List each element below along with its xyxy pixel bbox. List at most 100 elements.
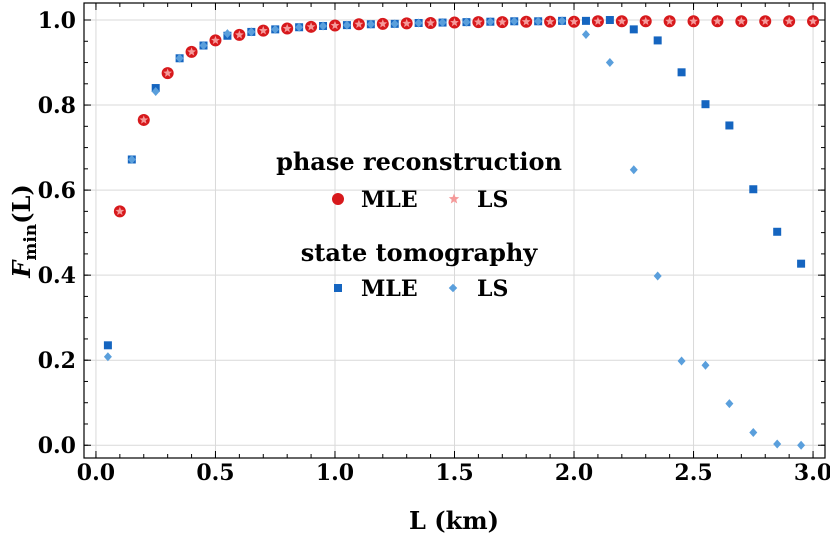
state-ls-point bbox=[486, 17, 495, 27]
phase-ls-point bbox=[282, 23, 292, 33]
state-mle-point bbox=[581, 16, 590, 25]
phase-ls-point bbox=[521, 17, 531, 26]
state-ls-point bbox=[223, 29, 232, 39]
phase-ls-point bbox=[545, 17, 555, 26]
legend-group-title-state: state tomography bbox=[301, 238, 539, 267]
phase-ls-point bbox=[378, 19, 388, 28]
legend: phase reconstruction MLE LS state tomogr… bbox=[276, 147, 562, 302]
legend-marker-state-mle bbox=[334, 284, 342, 292]
state-ls-point bbox=[462, 17, 471, 27]
phase-ls-point bbox=[426, 18, 435, 27]
state-ls-point bbox=[653, 271, 662, 281]
phase-ls-point bbox=[163, 68, 173, 77]
y-tick-label: 0.2 bbox=[38, 348, 76, 374]
phase-ls-point bbox=[450, 17, 459, 27]
state-mle-point bbox=[797, 259, 806, 268]
state-ls-point bbox=[390, 19, 399, 29]
y-tick-label: 0.8 bbox=[38, 93, 76, 119]
state-ls-point bbox=[414, 18, 423, 28]
x-axis-title: L (km) bbox=[409, 506, 499, 535]
state-mle-point bbox=[725, 121, 734, 130]
phase-ls-point bbox=[402, 18, 412, 28]
legend-label-state-ls: LS bbox=[477, 276, 508, 302]
y-axis-title: Fmin(L) bbox=[7, 184, 41, 278]
state-ls-point bbox=[581, 29, 590, 39]
legend-marker-phase-ls bbox=[448, 193, 460, 204]
state-mle-point bbox=[677, 68, 686, 77]
state-ls-point bbox=[438, 18, 447, 28]
state-ls-point bbox=[127, 154, 136, 164]
phase-ls-point bbox=[139, 115, 149, 124]
state-ls-point bbox=[797, 440, 806, 450]
phase-ls-point bbox=[354, 19, 364, 28]
state-ls-point bbox=[175, 53, 184, 63]
y-tick-label: 0.6 bbox=[38, 178, 76, 204]
state-mle-point bbox=[701, 100, 710, 109]
phase-ls-point bbox=[497, 17, 507, 26]
state-mle-point bbox=[653, 36, 662, 45]
x-tick-label: 0.0 bbox=[77, 460, 115, 486]
phase-ls-point bbox=[187, 47, 196, 56]
y-axis-title-arg: (L) bbox=[7, 184, 36, 224]
y-axis-title-main: F bbox=[7, 259, 36, 279]
state-mle-point bbox=[749, 185, 758, 194]
state-ls-point bbox=[510, 16, 519, 26]
legend-marker-phase-mle bbox=[332, 193, 344, 205]
phase-ls-point bbox=[306, 22, 316, 31]
x-tick-label: 2.5 bbox=[674, 460, 712, 486]
state-mle-point bbox=[605, 16, 614, 25]
legend-label-phase-mle: MLE bbox=[361, 187, 418, 213]
svg-text:Fmin(L): Fmin(L) bbox=[7, 184, 41, 278]
state-ls-point bbox=[773, 439, 782, 449]
x-tick-label: 2.0 bbox=[555, 460, 593, 486]
x-tick-label: 1.0 bbox=[316, 460, 354, 486]
phase-ls-point bbox=[665, 16, 674, 26]
state-mle-point bbox=[629, 25, 638, 34]
x-tick-labels: 0.0 0.5 1.0 1.5 2.0 2.5 3.0 bbox=[77, 460, 830, 486]
phase-ls-point bbox=[808, 16, 818, 26]
y-tick-label: 0.0 bbox=[38, 433, 76, 459]
state-ls-point bbox=[319, 21, 328, 31]
phase-ls-point bbox=[258, 26, 268, 35]
state-ls-point bbox=[103, 352, 112, 362]
axis-ticks bbox=[84, 3, 825, 458]
x-tick-label: 0.5 bbox=[196, 460, 234, 486]
state-ls-point bbox=[247, 27, 256, 37]
phase-ls-point bbox=[713, 16, 722, 26]
state-ls-point bbox=[629, 165, 638, 175]
state-ls-point bbox=[271, 24, 280, 34]
y-tick-labels: 0.0 0.2 0.4 0.6 0.8 1.0 bbox=[38, 8, 76, 459]
phase-ls-point bbox=[569, 17, 579, 26]
state-ls-point bbox=[342, 20, 351, 30]
legend-label-state-mle: MLE bbox=[361, 276, 418, 302]
plot-frame bbox=[83, 2, 826, 459]
phase-ls-point bbox=[784, 16, 794, 26]
legend-group-title-phase: phase reconstruction bbox=[276, 147, 562, 176]
state-ls-point bbox=[677, 356, 686, 366]
state-mle-point bbox=[773, 227, 782, 236]
phase-ls-point bbox=[235, 30, 244, 39]
grid-lines bbox=[84, 3, 825, 458]
state-ls-point bbox=[295, 22, 304, 32]
phase-ls-point bbox=[641, 16, 651, 26]
state-ls-point bbox=[151, 86, 160, 96]
state-ls-point bbox=[199, 41, 208, 51]
state-ls-point bbox=[605, 58, 614, 68]
phase-ls-point bbox=[593, 16, 603, 26]
state-ls-point bbox=[701, 360, 710, 370]
phase-ls-point bbox=[760, 16, 770, 26]
legend-label-phase-ls: LS bbox=[477, 187, 508, 213]
x-tick-label: 3.0 bbox=[794, 460, 830, 486]
state-ls-point bbox=[558, 16, 567, 26]
data-points bbox=[103, 15, 820, 450]
state-ls-point bbox=[749, 427, 758, 437]
x-tick-label: 1.5 bbox=[435, 460, 473, 486]
state-ls-point bbox=[366, 19, 375, 29]
y-tick-label: 0.4 bbox=[38, 263, 76, 289]
phase-ls-point bbox=[115, 206, 125, 216]
phase-ls-point bbox=[617, 16, 627, 26]
phase-ls-point bbox=[736, 16, 746, 26]
legend-marker-state-ls bbox=[448, 283, 458, 293]
state-ls-point bbox=[725, 399, 734, 409]
